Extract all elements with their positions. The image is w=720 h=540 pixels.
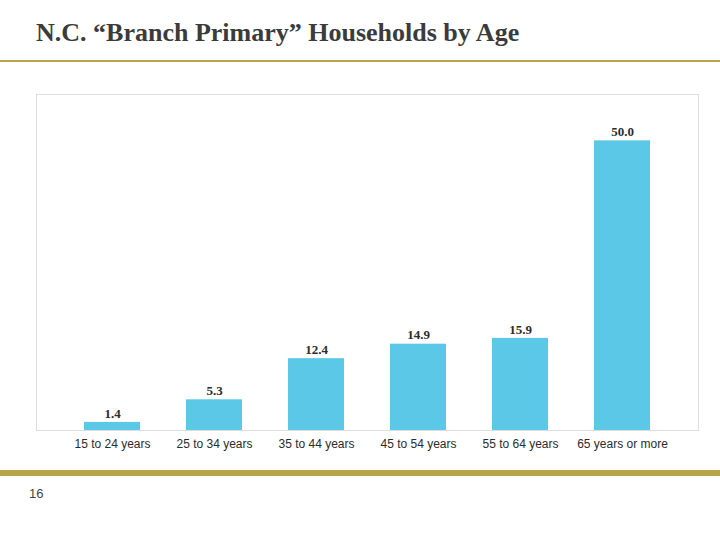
svg-text:55 to 64 years: 55 to 64 years [482, 437, 558, 451]
svg-text:35 to 44 years: 35 to 44 years [278, 437, 354, 451]
svg-text:5.3: 5.3 [206, 383, 223, 398]
html-text:16: 16 [29, 486, 44, 501]
svg-text:12.4: 12.4 [305, 342, 328, 357]
svg-text:1.4: 1.4 [104, 406, 121, 421]
svg-text:25 to 34 years: 25 to 34 years [176, 437, 252, 451]
svg-text:15 to 24 years: 15 to 24 years [74, 437, 150, 451]
svg-text:50.0: 50.0 [611, 124, 634, 139]
svg-text:65 years or more: 65 years or more [577, 437, 668, 451]
svg-text:14.9: 14.9 [407, 327, 430, 342]
svg-text:45 to 54 years: 45 to 54 years [380, 437, 456, 451]
svg-text:15.9: 15.9 [509, 322, 532, 337]
html-text:N.C. “Branch Primary” Househol: N.C. “Branch Primary” Households by Age [36, 18, 520, 47]
